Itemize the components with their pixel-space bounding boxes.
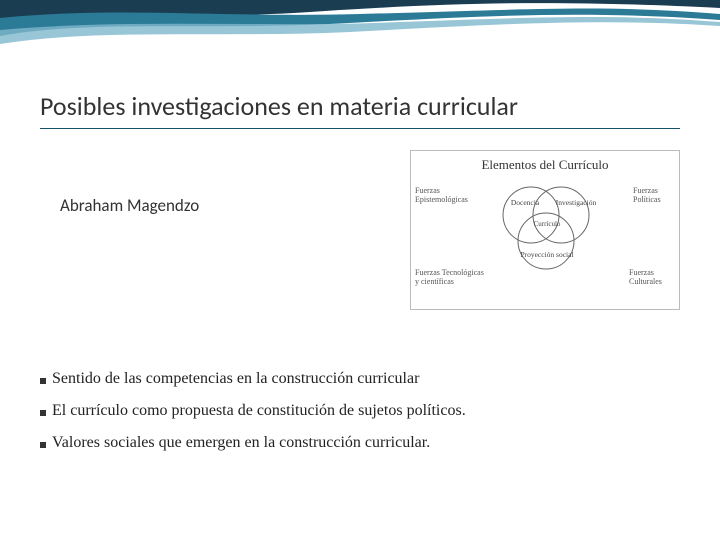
venn-circle-label: Proyección social <box>515 251 579 259</box>
venn-center-label: Currículo <box>527 221 567 229</box>
bullet-item: Valores sociales que emergen en la const… <box>40 434 680 452</box>
bullet-marker-icon <box>40 442 46 448</box>
bullet-marker-icon <box>40 410 46 416</box>
author-name: Abraham Magendzo <box>60 195 199 216</box>
bullet-item: Sentido de las competencias en la constr… <box>40 370 680 388</box>
bullet-list: Sentido de las competencias en la constr… <box>40 370 680 466</box>
venn-circles <box>491 181 601 281</box>
bullet-marker-icon <box>40 378 46 384</box>
venn-circle-label: Investigación <box>551 199 601 207</box>
venn-outer-label: Fuerzas Tecnológicas y científicas <box>415 269 485 287</box>
bullet-item: El currículo como propuesta de constituc… <box>40 402 680 420</box>
title-underline <box>40 128 680 129</box>
venn-outer-label: Fuerzas Epistemológicas <box>415 187 475 205</box>
venn-circle-label: Docencia <box>503 199 547 207</box>
header-swoosh <box>0 0 720 60</box>
slide-title: Posibles investigaciones en materia curr… <box>40 90 518 122</box>
venn-outer-label: Fuerzas Culturales <box>629 269 677 287</box>
venn-outer-label: Fuerzas Políticas <box>633 187 677 205</box>
venn-title: Elementos del Currículo <box>411 157 679 173</box>
bullet-text: El currículo como propuesta de constituc… <box>52 402 466 420</box>
venn-diagram: Elementos del Currículo Docencia Investi… <box>410 150 680 310</box>
bullet-text: Valores sociales que emergen en la const… <box>52 434 430 452</box>
bullet-text: Sentido de las competencias en la constr… <box>52 370 419 388</box>
